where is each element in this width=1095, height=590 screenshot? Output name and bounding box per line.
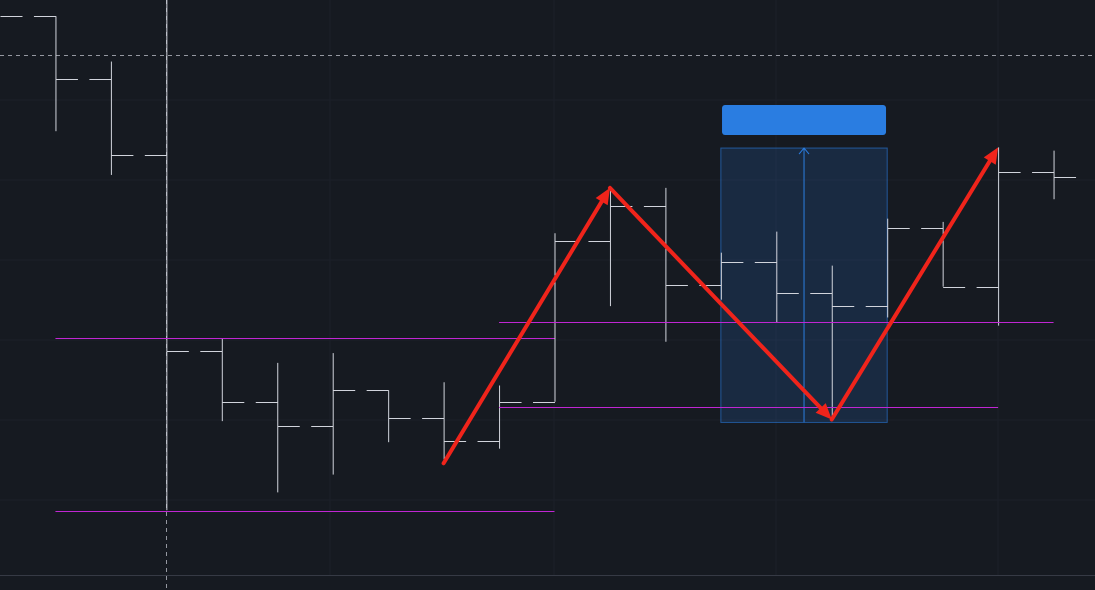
arrow-head [983, 147, 999, 165]
measure-arrowhead [798, 147, 810, 155]
arrow-shaft [607, 185, 823, 410]
measure-label-box [722, 105, 887, 136]
arrow-shaft [441, 199, 604, 466]
drawing-layer: 169.40 (0.89%) 16940 [0, 0, 1077, 512]
arrow-shaft [829, 159, 992, 422]
arrow-head [595, 187, 610, 206]
arrow-head [815, 403, 832, 420]
